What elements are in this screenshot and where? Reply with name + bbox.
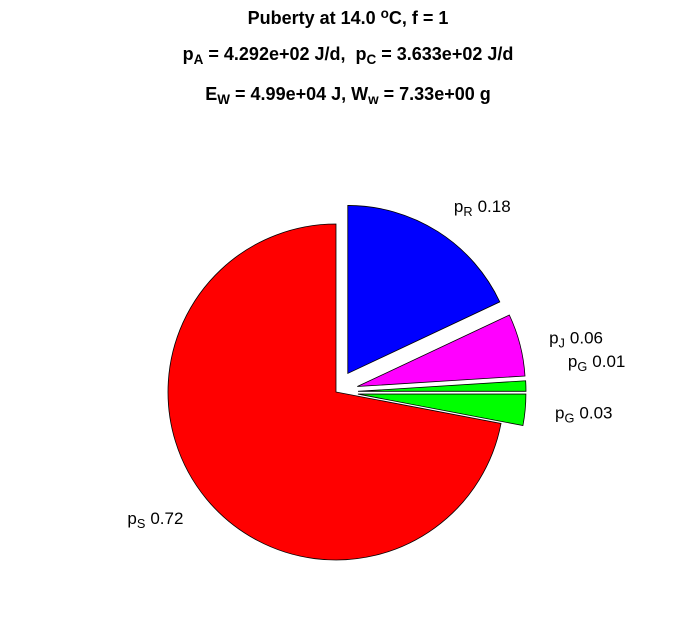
text-run: = 4.292e+02 J/d, p bbox=[203, 44, 366, 64]
text-sub: R bbox=[463, 204, 472, 219]
slice-label: pS 0.72 bbox=[127, 509, 183, 531]
text-sup: o bbox=[381, 6, 389, 21]
text-run: = 4.99e+04 J, W bbox=[230, 84, 368, 104]
text-sub: W bbox=[217, 92, 230, 107]
text-sub: A bbox=[194, 52, 204, 67]
chart-title: pA = 4.292e+02 J/d, pC = 3.633e+02 J/d bbox=[183, 44, 514, 67]
text-sub: G bbox=[577, 359, 587, 374]
text-sub: C bbox=[367, 52, 377, 67]
slice-label: pG 0.01 bbox=[568, 352, 625, 374]
chart-title: EW = 4.99e+04 J, Ww = 7.33e+00 g bbox=[205, 84, 490, 107]
text-run: p bbox=[555, 404, 564, 423]
slice-label: pG 0.03 bbox=[555, 404, 612, 426]
text-sub: G bbox=[564, 411, 574, 426]
slice-value: 0.06 bbox=[570, 328, 603, 347]
text-run: p bbox=[127, 509, 136, 528]
slice-label: pJ 0.06 bbox=[549, 328, 603, 350]
text-run: p bbox=[549, 328, 558, 347]
pie-slice bbox=[167, 223, 502, 561]
pie-slice bbox=[357, 314, 526, 387]
pie-slice bbox=[357, 393, 527, 427]
slice-value: 0.72 bbox=[150, 509, 183, 528]
text-sub: J bbox=[559, 335, 565, 350]
chart-title: Puberty at 14.0 oC, f = 1 bbox=[248, 6, 449, 28]
text-run: Puberty at 14.0 bbox=[248, 8, 381, 28]
pie-slice bbox=[357, 380, 527, 392]
text-run: C, f = 1 bbox=[389, 8, 449, 28]
text-sub: w bbox=[367, 92, 379, 107]
pie-slice bbox=[347, 205, 501, 375]
slice-value: 0.03 bbox=[579, 404, 612, 423]
text-run: p bbox=[454, 197, 463, 216]
text-run: = 3.633e+02 J/d bbox=[376, 44, 513, 64]
slice-value: 0.18 bbox=[478, 197, 511, 216]
text-run: E bbox=[205, 84, 217, 104]
text-run: = 7.33e+00 g bbox=[379, 84, 491, 104]
text-sub: S bbox=[137, 516, 146, 531]
text-run: p bbox=[568, 352, 577, 371]
slice-label: pR 0.18 bbox=[454, 197, 511, 219]
slice-value: 0.01 bbox=[592, 352, 625, 371]
text-run: p bbox=[183, 44, 194, 64]
